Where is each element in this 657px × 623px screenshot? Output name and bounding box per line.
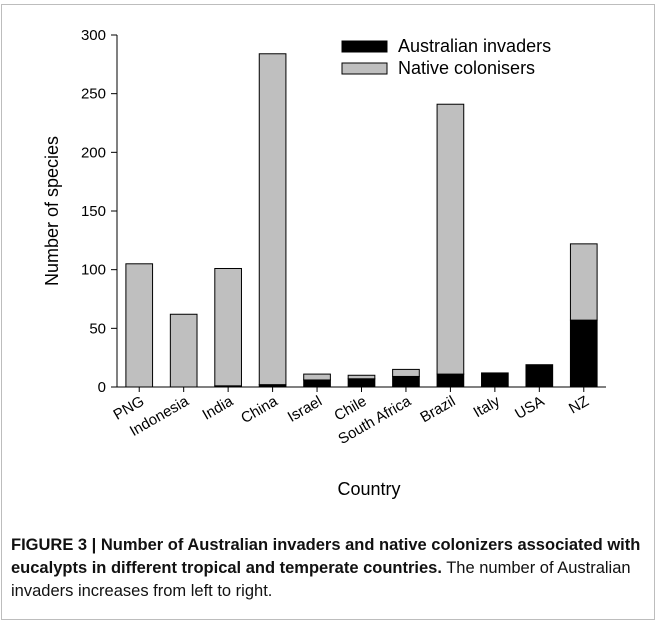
- bar-australian-invaders: [481, 372, 509, 388]
- bar-native-colonisers: [569, 243, 598, 321]
- bar-australian-invaders: [436, 373, 465, 388]
- bar-native-colonisers: [436, 103, 465, 375]
- figure-caption: FIGURE 3 | Number of Australian invaders…: [11, 534, 651, 603]
- x-tick-label: NZ: [566, 393, 592, 418]
- y-tick-label: 0: [98, 379, 106, 396]
- bar-native-colonisers: [303, 373, 331, 381]
- y-tick-label: 250: [81, 86, 106, 103]
- x-tick-label: Israel: [285, 393, 325, 426]
- bar-australian-invaders: [392, 375, 420, 388]
- bar-native-colonisers: [258, 53, 287, 386]
- x-tick-label: USA: [512, 393, 547, 423]
- bar-native-colonisers: [392, 368, 420, 377]
- bar-australian-invaders: [569, 319, 598, 388]
- legend-swatch: [341, 62, 388, 75]
- bar-australian-invaders: [525, 364, 554, 388]
- y-axis-label: Number of species: [42, 136, 62, 286]
- y-tick-label: 100: [81, 262, 106, 279]
- x-tick-label: Brazil: [417, 393, 458, 426]
- y-tick-label: 150: [81, 203, 106, 220]
- x-tick-label: India: [199, 392, 236, 423]
- legend-label: Australian invaders: [398, 36, 551, 56]
- y-tick-label: 200: [81, 144, 106, 161]
- bar-native-colonisers: [214, 267, 242, 387]
- chart-bars: [125, 53, 598, 388]
- bar-native-colonisers: [347, 374, 376, 380]
- figure-frame: [1, 4, 655, 620]
- legend-label: Native colonisers: [398, 58, 535, 78]
- bar-native-colonisers: [125, 263, 154, 388]
- bar-australian-invaders: [347, 378, 376, 388]
- caption-bold: FIGURE 3 | Number of Australian invaders…: [11, 536, 641, 577]
- x-tick-label: China: [238, 392, 281, 427]
- x-axis-label: Country: [337, 479, 400, 499]
- bar-native-colonisers: [169, 313, 198, 388]
- caption-text: The number of Australian invaders increa…: [11, 559, 631, 600]
- legend-swatch: [341, 40, 388, 53]
- x-tick-label: Italy: [471, 392, 504, 421]
- y-tick-label: 300: [81, 27, 106, 44]
- bar-australian-invaders: [303, 379, 331, 388]
- y-tick-label: 50: [89, 320, 106, 337]
